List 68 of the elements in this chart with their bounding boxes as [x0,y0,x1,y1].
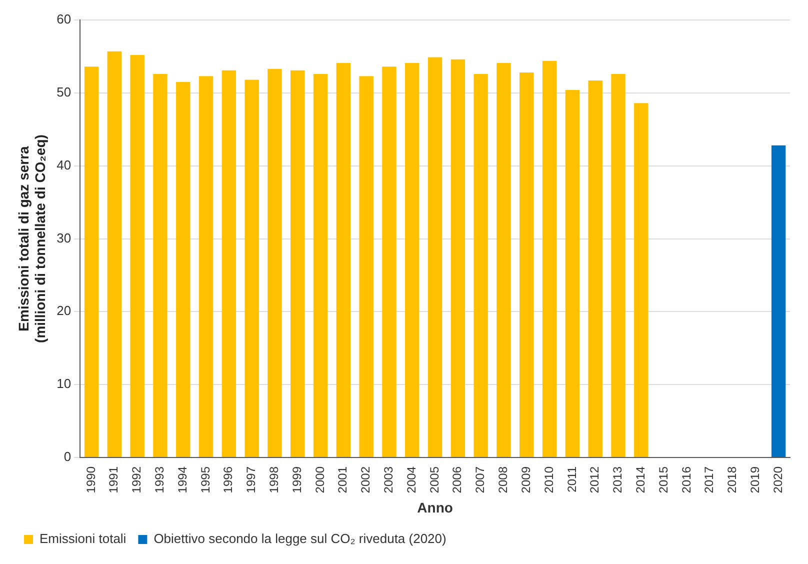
bar [268,68,282,458]
bar [496,63,511,458]
bar [244,80,259,458]
bar [107,51,122,458]
bar [336,63,351,458]
bar [542,60,557,458]
x-tick-label: 1993 [152,466,167,494]
bar [405,63,420,458]
bar [588,80,602,458]
x-tick-label: 2009 [518,466,533,494]
x-tick-label: 2013 [610,466,625,494]
y-tick-label: 50 [56,84,72,100]
x-tick-label: 2006 [450,466,464,494]
x-tick-label: 1997 [244,466,258,494]
bar [290,70,305,458]
x-tick-label: 2019 [748,466,762,494]
x-tick-label: 2020 [770,466,785,494]
bar [520,72,534,458]
bar [313,74,328,458]
bar [565,90,580,458]
bar [771,145,786,458]
x-tick-label: 2002 [358,466,373,494]
y-tick-label: 0 [64,449,72,464]
y-tick-label: 40 [56,157,72,172]
x-tick-label: 1991 [106,466,121,494]
legend-label: Obiettivo secondo la legge sul CO₂ riveduta (2020) [154,531,446,546]
x-tick-label: 1990 [84,466,98,494]
bar [176,82,190,458]
bar [450,59,466,458]
x-tick-label: 2017 [702,466,716,494]
x-tick-label: 2001 [336,466,350,494]
y-axis-title: Emissioni totali di gaz serra (millioni di tonnellate di CO₂eq) [15,134,48,343]
x-tick-label: 2011 [564,466,579,492]
bar [611,74,626,458]
x-tick-label: 2005 [427,466,442,494]
x-tick-label: 2008 [496,466,510,494]
x-tick-label: 2010 [542,466,556,494]
bar [474,74,488,458]
x-tick-label: 2000 [312,466,327,494]
x-tick-label: 2016 [679,466,694,494]
legend-label: Emissioni totali [40,531,126,546]
x-tick-label: 1998 [267,466,282,494]
bar [382,66,396,458]
x-tick-label: 2018 [725,466,740,494]
x-axis-title: Anno [417,499,453,516]
x-tick-label: 1999 [290,466,304,494]
y-tick-label: 10 [56,376,72,392]
x-tick-label: 1992 [130,466,144,494]
x-tick-label: 2012 [588,466,602,494]
bar [359,76,374,458]
x-tick-label: 2003 [382,466,396,494]
x-tick-label: 2015 [656,466,670,494]
y-tick-label: 60 [56,12,72,27]
y-tick-label: 20 [56,303,72,318]
bar [634,103,648,458]
x-tick-label: 1995 [198,466,212,494]
bar [130,55,144,458]
y-tick-label: 30 [56,230,72,246]
x-tick-label: 2014 [633,466,648,494]
bar [222,70,236,458]
bar [428,57,442,458]
bar [153,74,168,458]
x-tick-label: 2004 [404,466,418,494]
x-tick-label: 1996 [221,466,236,494]
x-tick-label: 2007 [473,466,488,494]
x-tick-label: 1994 [175,466,190,494]
bar [198,76,214,458]
bar [84,66,99,458]
